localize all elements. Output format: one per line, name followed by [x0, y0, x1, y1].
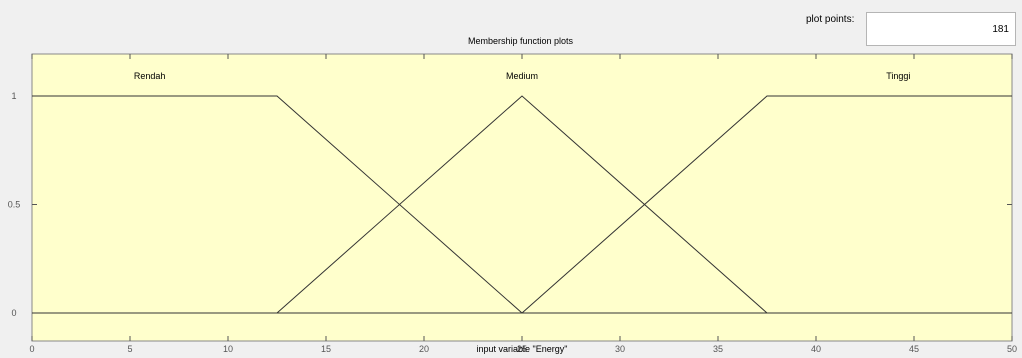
mf-labels: Rendah Medium Tinggi [134, 71, 911, 81]
mf-lines [32, 95, 1012, 314]
x-tick-label: 35 [713, 344, 723, 354]
y-tick-label: 0 [11, 308, 16, 318]
mf-label-rendah: Rendah [134, 71, 166, 81]
mf-line-rendah[interactable] [32, 95, 523, 314]
plot-points-label: plot points: [806, 14, 855, 25]
x-tick-label: 30 [615, 344, 625, 354]
x-tick-label: 0 [29, 344, 34, 354]
mf-line-medium[interactable] [276, 95, 768, 314]
y-tick-label: 1 [11, 91, 16, 101]
mf-line-tinggi[interactable] [521, 95, 1012, 314]
plot-area[interactable] [31, 53, 1013, 342]
y-tick-label: 0.5 [8, 200, 21, 210]
chart-title: Membership function plots [467, 36, 574, 46]
x-tick-label: 25 [517, 344, 527, 354]
x-tick-label: 45 [909, 344, 919, 354]
x-tick-label: 15 [321, 344, 331, 354]
x-tick-label: 10 [223, 344, 233, 354]
x-tick-label: 40 [811, 344, 821, 354]
plot-points-input[interactable] [866, 12, 1016, 46]
x-tick-label: 50 [1007, 344, 1017, 354]
x-tick-label: 5 [127, 344, 132, 354]
x-tick-label: 20 [419, 344, 429, 354]
mf-label-medium: Medium [506, 71, 538, 81]
x-axis-title: input variable "Energy" [477, 344, 568, 354]
axis-ticks: 0 5 10 15 20 25 30 35 40 45 50 0 0.5 1 [8, 54, 1017, 354]
mf-label-tinggi: Tinggi [886, 71, 910, 81]
